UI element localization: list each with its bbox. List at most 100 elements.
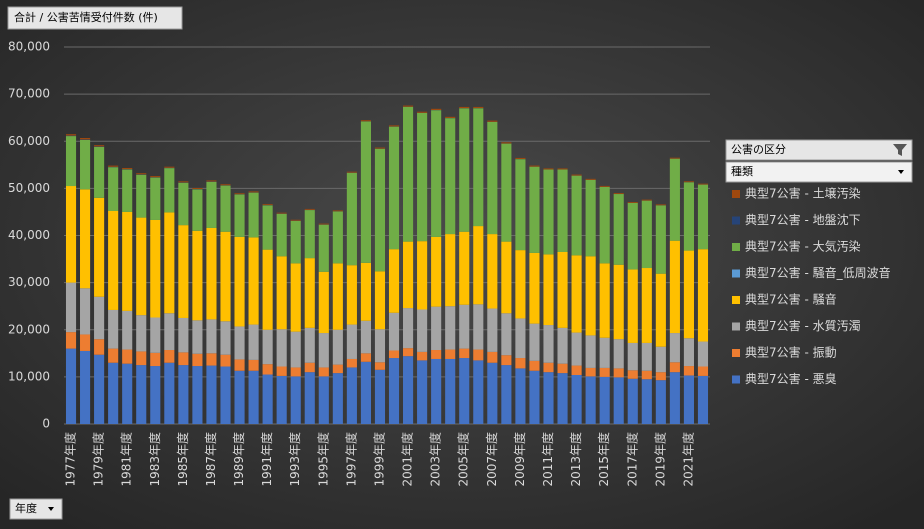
bar-segment bbox=[529, 370, 540, 424]
bar-segment bbox=[585, 256, 596, 336]
bar-segment bbox=[332, 329, 343, 365]
bar-segment bbox=[192, 320, 203, 354]
bar-segment bbox=[178, 225, 189, 318]
bar-segment bbox=[276, 366, 287, 376]
x-tick-label: 1993年度 bbox=[287, 432, 302, 487]
value-field-button[interactable]: 合計 / 公害苦情受付件数 (件) bbox=[7, 6, 183, 30]
bar-segment bbox=[346, 324, 357, 359]
bar-segment bbox=[304, 208, 315, 210]
bar-segment bbox=[374, 148, 386, 272]
legend-swatch bbox=[732, 190, 740, 198]
axis-field-button[interactable]: 年度 bbox=[9, 498, 63, 520]
y-tick-label: 30,000 bbox=[8, 275, 50, 289]
bar-segment bbox=[206, 365, 217, 424]
bar-segment bbox=[487, 362, 498, 424]
filter-icon bbox=[893, 144, 907, 156]
bar-segment bbox=[360, 121, 371, 263]
bar-segment bbox=[262, 329, 273, 365]
bar-segment bbox=[290, 263, 301, 332]
bar-segment bbox=[192, 187, 203, 190]
bar-segment bbox=[108, 167, 119, 211]
bar-segment bbox=[557, 373, 568, 424]
bar-segment bbox=[318, 367, 329, 377]
bar-segment bbox=[599, 186, 610, 264]
legend-label: 典型7公害 - 悪臭 bbox=[745, 371, 837, 386]
bar-segment bbox=[473, 108, 484, 227]
bar-segment bbox=[697, 341, 709, 367]
bar-segment bbox=[613, 377, 624, 424]
bar-segment bbox=[374, 362, 386, 370]
bar-segment bbox=[683, 375, 694, 424]
bar-segment bbox=[543, 372, 554, 424]
bar-segment bbox=[557, 251, 568, 328]
bar-segment bbox=[641, 342, 652, 371]
bar-segment bbox=[318, 271, 329, 334]
bar-segment bbox=[417, 360, 428, 424]
bar-segment bbox=[108, 210, 119, 310]
bar-segment bbox=[150, 366, 161, 424]
bar-segment bbox=[697, 183, 709, 185]
y-tick-label: 80,000 bbox=[8, 40, 50, 54]
bar-segment bbox=[557, 363, 568, 374]
bar-segment bbox=[571, 332, 582, 366]
bar-segment bbox=[65, 282, 77, 333]
bar-segment bbox=[473, 349, 484, 361]
legend-field-button[interactable]: 公害の区分 bbox=[725, 139, 913, 161]
bar-segment bbox=[585, 376, 596, 424]
bar-segment bbox=[529, 165, 540, 167]
bar-segment bbox=[459, 106, 470, 109]
bar-segment bbox=[318, 376, 329, 424]
bar-segment bbox=[417, 241, 428, 310]
bar-segment bbox=[65, 348, 77, 424]
bar-segment bbox=[641, 200, 652, 269]
bar-segment bbox=[599, 263, 610, 338]
bar-segment bbox=[487, 121, 498, 235]
x-tick-label: 1989年度 bbox=[231, 432, 246, 487]
bar-segment bbox=[94, 354, 105, 424]
bar-segment bbox=[501, 142, 512, 144]
y-tick-label: 70,000 bbox=[8, 87, 50, 101]
bar-segment bbox=[417, 351, 428, 361]
bar-segment bbox=[599, 376, 610, 424]
bar-segment bbox=[655, 204, 666, 206]
bar-segment bbox=[374, 329, 386, 363]
x-tick-label: 1981年度 bbox=[119, 432, 134, 487]
y-tick-label: 50,000 bbox=[8, 181, 50, 195]
bar-segment bbox=[276, 329, 287, 367]
bar-segment bbox=[374, 147, 386, 149]
x-tick-label: 2009年度 bbox=[512, 432, 527, 487]
bar-segment bbox=[248, 192, 259, 238]
bar-segment bbox=[487, 351, 498, 363]
x-tick-label: 2007年度 bbox=[484, 432, 499, 487]
bar-segment bbox=[473, 106, 484, 109]
bar-segment bbox=[290, 367, 301, 377]
bar-segment bbox=[65, 136, 77, 187]
bar-segment bbox=[164, 350, 175, 363]
bar-segment bbox=[164, 362, 175, 424]
bar-segment bbox=[473, 304, 484, 350]
button-label: 合計 / 公害苦情受付件数 (件) bbox=[14, 10, 158, 24]
x-tick-label: 2003年度 bbox=[428, 432, 443, 487]
bar-segment bbox=[585, 367, 596, 377]
bar-segment bbox=[669, 372, 680, 424]
bar-segment bbox=[473, 226, 484, 305]
bar-segment bbox=[234, 236, 245, 327]
bar-segment bbox=[234, 326, 245, 360]
bar-segment bbox=[108, 165, 119, 167]
bar-segment bbox=[627, 342, 638, 371]
bar-segment bbox=[697, 249, 709, 342]
bar-segment bbox=[332, 373, 343, 424]
bar-segment bbox=[697, 184, 709, 250]
bar-segment bbox=[122, 169, 133, 212]
bar-segment bbox=[220, 184, 231, 186]
bar-segment bbox=[641, 199, 652, 201]
bar-segment bbox=[613, 339, 624, 369]
bar-segment bbox=[206, 319, 217, 354]
bar-segment bbox=[613, 264, 624, 340]
x-tick-label: 1985年度 bbox=[175, 432, 190, 487]
bar-segment bbox=[80, 288, 91, 335]
bar-segment bbox=[641, 268, 652, 343]
bar-segment bbox=[683, 250, 694, 339]
legend-sub-button[interactable]: 種類 bbox=[725, 161, 913, 183]
bar-segment bbox=[445, 306, 456, 350]
